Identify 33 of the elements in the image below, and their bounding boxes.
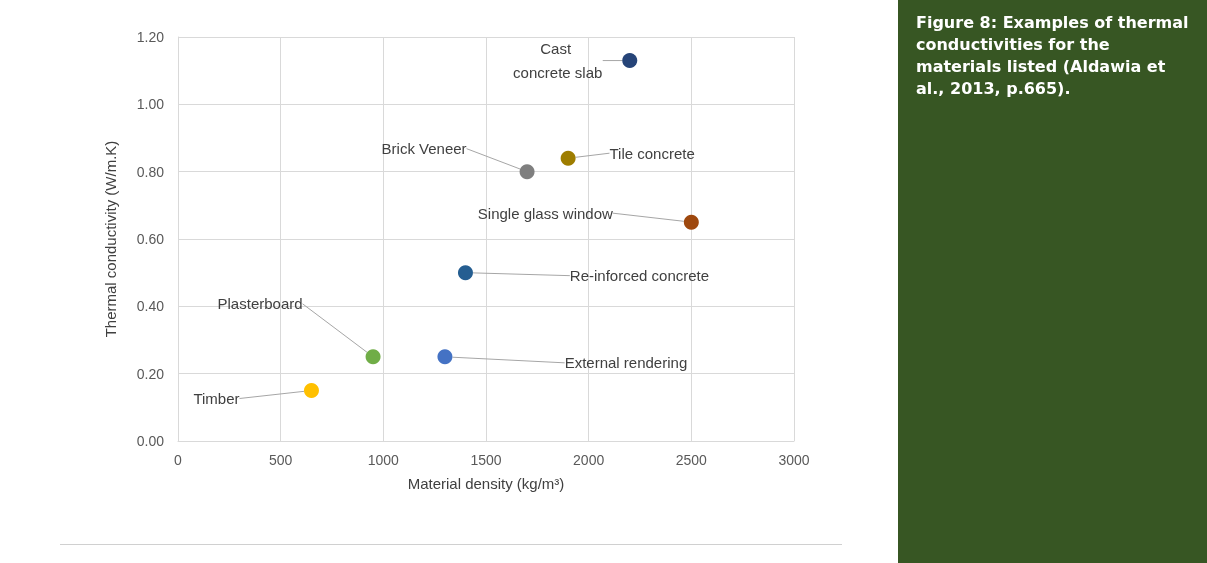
series-label: Cast concrete slab — [513, 40, 603, 82]
y-tick-label: 0.00 — [136, 433, 165, 449]
point — [303, 383, 319, 398]
text: Tile concrete — [609, 144, 695, 162]
x-tick-label: 3000 — [778, 452, 810, 468]
text: Plasterboard — [217, 295, 303, 313]
x-tick-label: 1000 — [367, 452, 400, 468]
y-tick-label: 0.60 — [136, 231, 165, 247]
x-tick-label: 2000 — [573, 452, 605, 468]
point — [365, 349, 381, 365]
text: External rendering — [564, 354, 688, 372]
caption: Figure 8: Examples of thermal conductivities for the materials listed (Aldawia et al., 2013, p.665). — [916, 12, 1189, 100]
point — [560, 150, 576, 166]
point — [683, 214, 699, 230]
y-tick-label: 0.40 — [136, 298, 165, 315]
x-tick-label: 0 — [174, 452, 183, 468]
y-tick-label: 0.20 — [136, 365, 165, 382]
x-tick-label: 2500 — [675, 452, 708, 468]
y-tick-label: 1.20 — [136, 29, 165, 45]
text: Brick Veneer — [381, 140, 467, 158]
text: Timber — [193, 390, 240, 407]
y-tick-label: 0.80 — [136, 163, 165, 180]
x-axis-title: Material density (kg/m³) — [407, 475, 565, 492]
y-axis-title: Thermal conductivity (W/m.K) — [102, 140, 119, 338]
point — [437, 349, 453, 365]
x-tick-label: 500 — [268, 452, 293, 468]
point — [622, 53, 638, 69]
y-tick-label: 1.00 — [136, 96, 165, 113]
point — [519, 164, 535, 180]
text: Single glass window — [477, 204, 614, 222]
x-tick-label: 1500 — [470, 452, 502, 468]
point — [457, 265, 473, 281]
text: Re-inforced concrete — [569, 267, 710, 285]
